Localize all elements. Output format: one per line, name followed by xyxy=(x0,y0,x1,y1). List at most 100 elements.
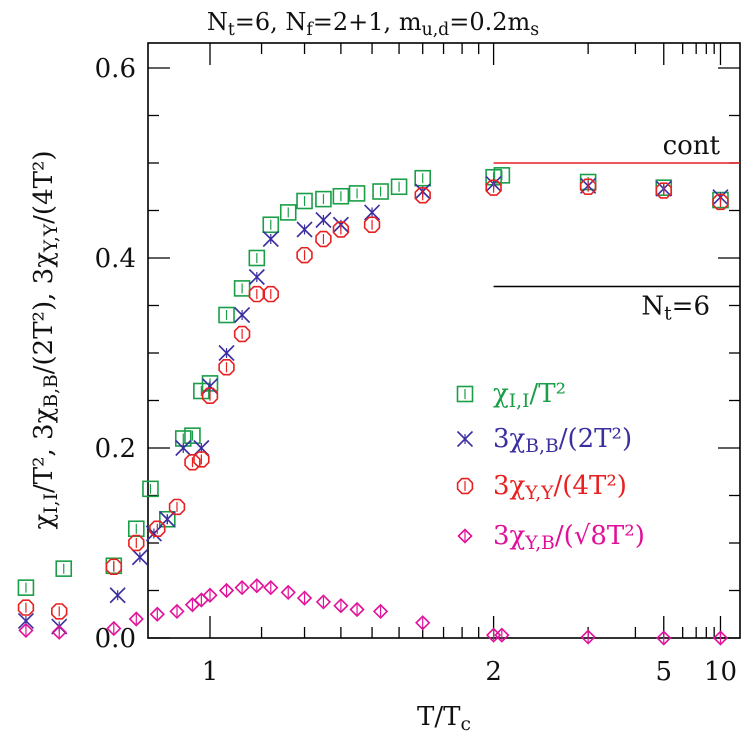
data-point xyxy=(175,439,192,457)
data-point xyxy=(493,167,511,184)
data-point xyxy=(485,179,502,196)
data-point xyxy=(414,169,432,187)
y-tick-label: 0.0 xyxy=(95,624,136,654)
data-point xyxy=(712,193,729,211)
data-point xyxy=(109,587,126,604)
data-point xyxy=(248,285,266,303)
x-axis-label: T/Tc​ xyxy=(417,702,471,735)
y-tick: 0.6 xyxy=(95,54,740,84)
y-axis-label: χI,I​/T², 3χB,B​/(2T²), 3χY,Y​/(4T²) xyxy=(29,150,62,529)
data-point xyxy=(248,268,265,286)
data-point xyxy=(485,627,502,643)
data-point xyxy=(349,601,365,618)
data-point xyxy=(280,584,296,601)
data-point xyxy=(296,590,313,606)
legend-label: 3χY,Y​/(4T²) xyxy=(493,471,627,504)
data-point xyxy=(315,594,332,610)
x-tick: 1 xyxy=(202,43,218,687)
data-point xyxy=(579,178,597,195)
data-point xyxy=(184,597,201,613)
data-point xyxy=(656,630,672,646)
data-point xyxy=(315,230,332,248)
data-point xyxy=(55,560,73,577)
legend-entry: 3χY,Y​/(4T²) xyxy=(456,471,627,504)
data-point xyxy=(296,192,313,210)
data-point xyxy=(218,582,235,599)
data-point xyxy=(51,624,67,640)
reference-line: cont xyxy=(493,131,740,164)
data-point xyxy=(127,520,145,538)
data-point xyxy=(234,580,250,596)
data-point xyxy=(712,630,729,646)
legend-marker xyxy=(456,477,474,495)
data-point xyxy=(332,221,350,238)
x-tick-label: 5 xyxy=(655,657,672,687)
data-point xyxy=(193,451,210,468)
legend-label: 3χB,B​/(2T²) xyxy=(493,424,632,457)
data-point xyxy=(363,216,381,233)
data-point xyxy=(131,549,148,566)
data-point xyxy=(218,344,235,362)
series-diamond xyxy=(18,578,729,646)
data-point xyxy=(17,579,35,596)
data-point xyxy=(415,615,431,631)
data-point xyxy=(332,187,350,205)
data-point xyxy=(249,578,265,594)
y-tick: 0.0 xyxy=(95,624,740,654)
data-point xyxy=(279,204,297,221)
data-point xyxy=(142,480,159,498)
legend-marker xyxy=(456,430,474,448)
x-tick: 10 xyxy=(704,43,737,687)
data-point xyxy=(218,359,235,376)
data-point xyxy=(149,520,166,537)
data-point xyxy=(580,629,596,645)
data-point xyxy=(234,306,251,324)
data-point xyxy=(296,221,313,238)
data-point xyxy=(248,249,266,267)
data-point xyxy=(149,606,165,622)
y-tick-label: 0.6 xyxy=(95,54,136,84)
reference-lines: cont Nt​=6 xyxy=(493,131,740,325)
chart-title-text: Nt​=6, Nf​=2+1, mu,d​=0.2ms​ xyxy=(207,8,539,40)
data-point xyxy=(202,587,218,603)
axis-ticks: 0.0 0.2 0.4 0.6 1 2 5 10 xyxy=(95,43,740,687)
data-point xyxy=(169,603,185,620)
data-point xyxy=(128,611,144,627)
y-tick: 0.2 xyxy=(95,434,740,464)
data-point xyxy=(315,190,332,208)
x-tick: 2 xyxy=(485,43,502,687)
data-point xyxy=(296,246,313,264)
data-point xyxy=(263,580,279,596)
data-point xyxy=(184,427,201,444)
x-tick-label: 10 xyxy=(704,657,737,687)
x-tick-label: 2 xyxy=(485,657,502,687)
data-point xyxy=(106,620,122,637)
data-point xyxy=(184,454,201,471)
chart-title: Nt​=6, Nf​=2+1, mu,d​=0.2ms​ xyxy=(207,8,539,40)
legend-entry: 3χY,B​/(√8T²) xyxy=(457,521,645,554)
series-octagon xyxy=(17,178,729,620)
plot-frame xyxy=(147,42,741,639)
reference-line-label: cont xyxy=(663,131,721,161)
data-point xyxy=(414,187,431,204)
data-point xyxy=(390,178,408,196)
data-point xyxy=(17,599,35,616)
data-point xyxy=(363,204,381,221)
data-point xyxy=(372,603,389,620)
legend-label: χI,I​/T² xyxy=(493,379,566,412)
legend-marker xyxy=(456,385,474,403)
reference-line: Nt​=6 xyxy=(493,285,740,325)
y-tick-label: 0.4 xyxy=(95,244,136,274)
y-tick: 0.4 xyxy=(95,244,740,274)
data-points xyxy=(17,167,729,646)
legend-label: 3χY,B​/(√8T²) xyxy=(493,521,645,554)
data-point xyxy=(168,498,186,516)
data-point xyxy=(201,387,219,404)
data-point xyxy=(494,627,510,643)
legend-marker xyxy=(457,528,473,544)
data-point xyxy=(18,622,34,639)
data-point xyxy=(348,185,366,202)
y-tick-label: 0.2 xyxy=(95,434,136,464)
